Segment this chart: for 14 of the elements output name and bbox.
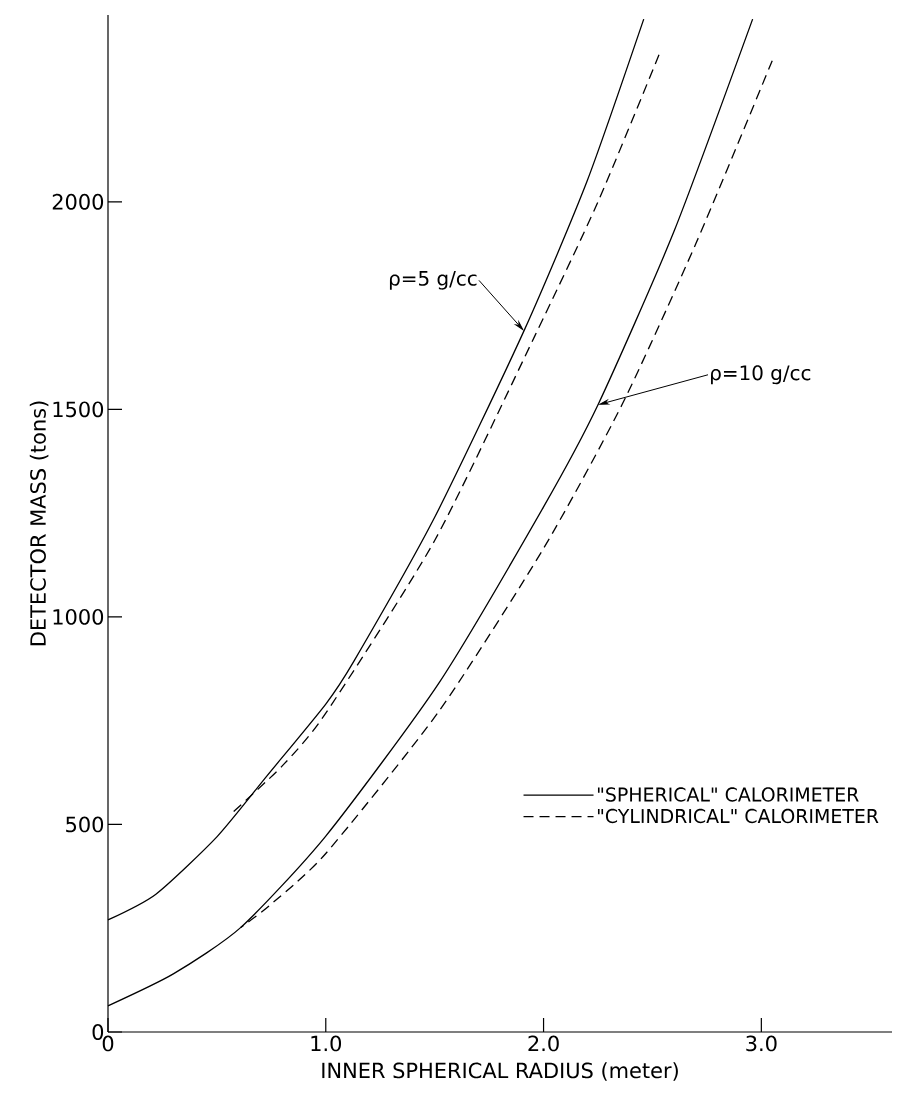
y-tick-label: 0 xyxy=(92,1024,104,1040)
legend-label: "SPHERICAL" CALORIMETER xyxy=(597,787,859,802)
x-tick-label: 3.0 xyxy=(746,1035,777,1052)
y-tick-label: 2000 xyxy=(52,193,104,210)
y-tick-label: 1500 xyxy=(53,401,104,418)
annotation: ρ=10 g/cc xyxy=(711,365,811,385)
y-tick-label: 1000 xyxy=(53,608,104,625)
x-tick-label: 2.0 xyxy=(528,1035,559,1052)
x-axis-title: INNER SPHERICAL RADIUS (meter) xyxy=(322,1062,678,1081)
annotation: ρ=5 g/cc xyxy=(389,271,477,290)
legend-label: "CYLINDRICAL" CALORIMETER xyxy=(597,808,879,824)
y-tick-label: 500 xyxy=(66,816,104,833)
x-tick-label: 1.0 xyxy=(311,1035,342,1052)
y-axis-title: DETECTOR MASS (tons) xyxy=(29,401,49,646)
